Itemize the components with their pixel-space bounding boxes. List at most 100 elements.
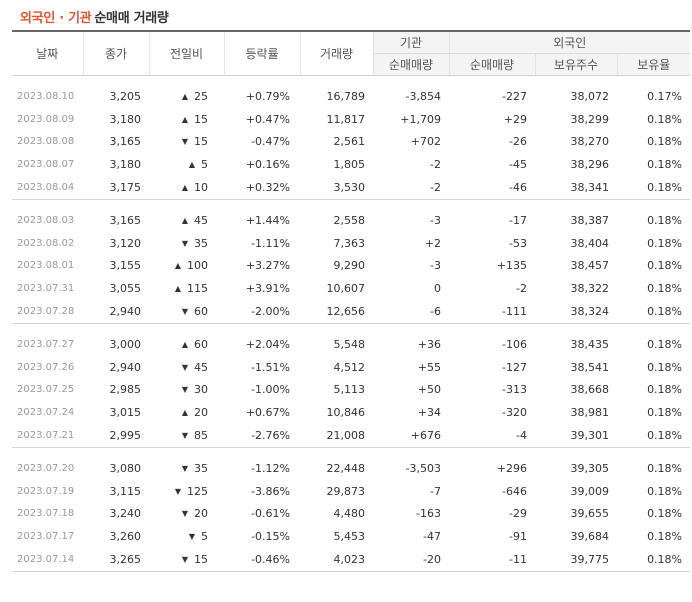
cell-foreign-ratio: 0.18% bbox=[617, 333, 690, 356]
cell-inst-net-value: -2 bbox=[430, 158, 441, 172]
cell-foreign-net: -320 bbox=[449, 401, 535, 424]
cell-volume-value: 9,290 bbox=[333, 259, 366, 273]
cell-foreign-net-value: -53 bbox=[509, 236, 527, 250]
cell-volume-value: 5,548 bbox=[333, 337, 366, 351]
cell-rate: -2.76% bbox=[224, 424, 300, 447]
cell-volume: 22,448 bbox=[300, 457, 373, 480]
cell-rate-value: -0.61% bbox=[251, 507, 290, 521]
cell-foreign-ratio: 0.18% bbox=[617, 424, 690, 447]
spacer-cell bbox=[12, 447, 690, 457]
cell-close-value: 3,015 bbox=[109, 406, 142, 420]
cell-rate-value: -1.11% bbox=[251, 236, 290, 250]
header-inst-group: 기관 bbox=[373, 31, 450, 54]
cell-foreign-net-value: -127 bbox=[502, 360, 527, 374]
cell-foreign-ratio: 0.18% bbox=[617, 277, 690, 300]
cell-date: 2023.07.24 bbox=[12, 401, 83, 424]
cell-close-value: 3,080 bbox=[109, 461, 142, 475]
cell-foreign-ratio: 0.17% bbox=[617, 85, 690, 108]
cell-rate-value: -1.51% bbox=[251, 360, 290, 374]
cell-foreign-hold: 38,072 bbox=[535, 85, 617, 108]
cell-close: 3,180 bbox=[83, 108, 149, 131]
table-row: 2023.07.21 2,995 85 -2.76% 21,008 +676 -4 39,30… bbox=[12, 424, 690, 447]
cell-foreign-hold: 38,668 bbox=[535, 379, 617, 402]
cell-foreign-ratio-value: 0.18% bbox=[647, 360, 683, 374]
cell-close: 3,015 bbox=[83, 401, 149, 424]
cell-date-value: 2023.07.20 bbox=[17, 462, 75, 474]
header-inst-net: 순매매량 bbox=[373, 53, 450, 76]
cell-change-value: 45 bbox=[182, 361, 208, 374]
cell-foreign-ratio-value: 0.18% bbox=[647, 530, 683, 544]
cell-change-value: 15 bbox=[182, 135, 208, 148]
cell-inst-net: +36 bbox=[373, 333, 449, 356]
cell-change-value: 85 bbox=[182, 429, 208, 442]
cell-foreign-net: -45 bbox=[449, 153, 535, 176]
cell-date-value: 2023.07.26 bbox=[17, 361, 75, 373]
cell-foreign-hold-value: 39,655 bbox=[570, 507, 610, 521]
cell-date: 2023.07.20 bbox=[12, 457, 83, 480]
cell-volume: 5,548 bbox=[300, 333, 373, 356]
cell-foreign-net-value: -29 bbox=[509, 507, 527, 521]
cell-foreign-hold-value: 38,296 bbox=[570, 158, 610, 172]
cell-date-value: 2023.07.28 bbox=[17, 306, 75, 318]
cell-date: 2023.08.10 bbox=[12, 85, 83, 108]
cell-foreign-ratio: 0.18% bbox=[617, 176, 690, 199]
cell-foreign-ratio: 0.18% bbox=[617, 356, 690, 379]
cell-inst-net: -6 bbox=[373, 300, 449, 323]
cell-inst-net: -2 bbox=[373, 176, 449, 199]
cell-date-value: 2023.07.24 bbox=[17, 407, 75, 419]
cell-foreign-hold-value: 38,457 bbox=[570, 259, 610, 273]
cell-foreign-hold: 39,009 bbox=[535, 480, 617, 503]
cell-change: 60 bbox=[149, 300, 224, 323]
cell-close: 2,940 bbox=[83, 356, 149, 379]
cell-inst-net: -2 bbox=[373, 153, 449, 176]
cell-date-value: 2023.08.08 bbox=[17, 136, 75, 148]
cell-date: 2023.07.18 bbox=[12, 503, 83, 526]
cell-rate: +1.44% bbox=[224, 209, 300, 232]
cell-foreign-ratio: 0.18% bbox=[617, 131, 690, 154]
cell-foreign-ratio-value: 0.18% bbox=[647, 158, 683, 172]
cell-foreign-hold-value: 38,981 bbox=[570, 406, 610, 420]
cell-change-value: 35 bbox=[182, 462, 208, 475]
cell-change-value: 25 bbox=[182, 90, 208, 103]
cell-inst-net-value: -7 bbox=[430, 484, 441, 498]
cell-foreign-net-value: -646 bbox=[502, 484, 527, 498]
cell-foreign-ratio-value: 0.18% bbox=[647, 553, 683, 567]
cell-foreign-hold-value: 38,324 bbox=[570, 305, 610, 319]
cell-rate-value: -2.76% bbox=[251, 429, 290, 443]
cell-close-value: 2,940 bbox=[109, 360, 142, 374]
cell-volume-value: 16,789 bbox=[326, 89, 366, 103]
cell-inst-net: +34 bbox=[373, 401, 449, 424]
table-row: 2023.07.26 2,940 45 -1.51% 4,512 +55 -127 38,54… bbox=[12, 356, 690, 379]
cell-rate: +0.47% bbox=[224, 108, 300, 131]
cell-inst-net-value: +36 bbox=[417, 337, 441, 351]
cell-close: 3,265 bbox=[83, 548, 149, 571]
cell-change: 25 bbox=[149, 85, 224, 108]
separator-cell bbox=[12, 570, 691, 572]
cell-inst-net: -3,503 bbox=[373, 457, 449, 480]
table-row: 2023.08.10 3,205 25 +0.79% 16,789 -3,854 -227 3… bbox=[12, 85, 690, 108]
header-foreign-ratio: 보유율 bbox=[617, 53, 691, 76]
cell-inst-net: +50 bbox=[373, 379, 449, 402]
cell-foreign-hold: 39,655 bbox=[535, 503, 617, 526]
cell-inst-net-value: -20 bbox=[423, 553, 441, 567]
cell-rate-value: +3.27% bbox=[245, 259, 290, 273]
cell-foreign-hold-value: 39,301 bbox=[570, 429, 610, 443]
cell-volume: 2,558 bbox=[300, 209, 373, 232]
cell-foreign-net-value: +296 bbox=[496, 461, 527, 475]
cell-volume-value: 10,846 bbox=[326, 406, 366, 420]
header-date: 날짜 bbox=[12, 31, 84, 76]
cell-volume: 16,789 bbox=[300, 85, 373, 108]
cell-close: 3,240 bbox=[83, 503, 149, 526]
cell-foreign-ratio: 0.18% bbox=[617, 457, 690, 480]
cell-change: 35 bbox=[149, 232, 224, 255]
cell-change-value: 15 bbox=[182, 113, 208, 126]
cell-foreign-hold-value: 38,299 bbox=[570, 112, 610, 126]
table-row: 2023.08.08 3,165 15 -0.47% 2,561 +702 -26 38,27… bbox=[12, 131, 690, 154]
cell-foreign-net-value: -11 bbox=[509, 553, 527, 567]
cell-inst-net-value: -163 bbox=[416, 507, 441, 521]
cell-foreign-net-value: -17 bbox=[509, 213, 527, 227]
cell-close: 3,000 bbox=[83, 333, 149, 356]
cell-foreign-ratio-value: 0.18% bbox=[647, 236, 683, 250]
cell-rate: +0.32% bbox=[224, 176, 300, 199]
cell-inst-net-value: -6 bbox=[430, 305, 441, 319]
